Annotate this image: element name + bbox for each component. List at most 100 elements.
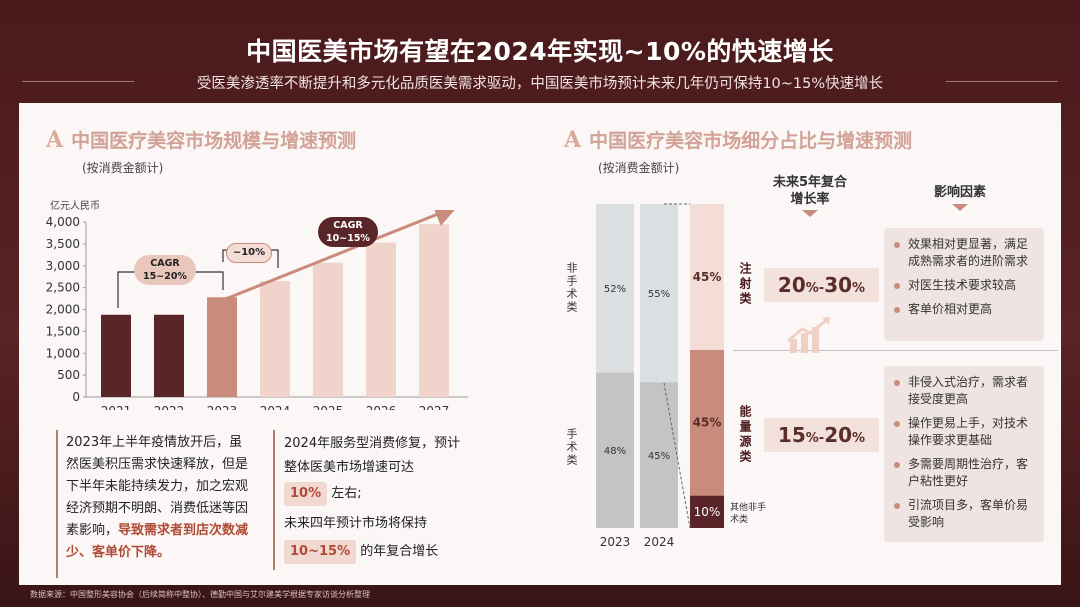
divider-left bbox=[22, 81, 134, 82]
cagr-10-15-badge: CAGR 10~15% bbox=[318, 217, 378, 247]
stacked-bars: 52% 48% 2023 55% 45% 2024 10% 45% 45% bbox=[596, 204, 724, 549]
page-title: 中国医美市场有望在2024年实现~10%的快速增长 bbox=[246, 37, 834, 66]
forecast-line2: 未来四年预计市场将保持 bbox=[284, 516, 428, 531]
bullet-icon bbox=[894, 242, 900, 248]
bar-nonsurgical-2024 bbox=[640, 204, 678, 383]
left-note: (按消费金额计) bbox=[82, 161, 164, 175]
data-source: 数据来源：中国整形美容协会（后续简称中整协）、德勤中国与艾尔建美学根据专家访谈分… bbox=[30, 590, 370, 599]
factor-text: 客单价相对更高 bbox=[908, 302, 993, 316]
forecast-after2: 的年复合增长 bbox=[360, 544, 439, 559]
y-tick-label: 2,500 bbox=[46, 281, 80, 295]
label-surgical-2024: 45% bbox=[648, 451, 670, 462]
factor-text: 效果相对更显著，满足成熟需求者的进阶需求 bbox=[908, 237, 1029, 268]
growth-trend-arrow bbox=[222, 210, 459, 302]
x-tick-label: 2024 bbox=[260, 404, 291, 410]
x-tick-label: 2025 bbox=[313, 404, 344, 410]
bar-surgical-2023 bbox=[596, 372, 634, 528]
page-subtitle: 受医美渗透率不断提升和多元化品质医美需求驱动，中国医美市场预计未来几年仍可保持1… bbox=[196, 76, 884, 92]
rate-injection-sep: %- bbox=[805, 281, 825, 296]
right-section-title: 中国医疗美容市场细分占比与增速预测 bbox=[589, 130, 913, 152]
growth-10-badge: ~10% bbox=[226, 243, 272, 263]
factors-injection-box: 效果相对更显著，满足成熟需求者的进阶需求 对医生技术要求较高 客单价相对更高 bbox=[884, 228, 1044, 341]
rate-injection: 20%-30% bbox=[764, 268, 879, 302]
factor-text: 多需要周期性治疗，客户粘性更好 bbox=[908, 457, 1029, 488]
x-axis-labels: 2021 2022 2023 2024 2025 2026 2027 bbox=[101, 404, 450, 410]
x-tick-label: 2027 bbox=[419, 404, 450, 410]
cagr1-title: CAGR bbox=[150, 258, 180, 269]
rate-injection-unit: % bbox=[852, 281, 866, 296]
col-factors-header: 影响因素 bbox=[933, 185, 986, 200]
segment-energy-label: 能量源类 bbox=[738, 405, 752, 465]
divider-right bbox=[946, 81, 1058, 82]
y-axis: 0 500 1,000 1,500 2,000 2,500 3,000 3,500 4,000 bbox=[46, 215, 468, 404]
bar-nonsurgical-2023 bbox=[596, 204, 634, 373]
y-tick-label: 2,000 bbox=[46, 303, 80, 317]
segment-injection-label: 注射类 bbox=[738, 262, 752, 307]
section-a-icon-2: A bbox=[564, 126, 582, 153]
x-tick-label: 2022 bbox=[154, 404, 185, 410]
bullet-icon bbox=[894, 462, 900, 468]
factor-text: 非侵入式治疗，需求者接受度更高 bbox=[908, 375, 1029, 406]
y-tick-label: 1,000 bbox=[46, 346, 80, 360]
y-tick-label: 500 bbox=[57, 368, 80, 382]
segment-stacked-chart: 52% 48% 2023 55% 45% 2024 10% 45% 45% bbox=[596, 203, 724, 549]
x-tick-label: 2024 bbox=[644, 535, 675, 549]
col-factors-arrow bbox=[952, 204, 968, 211]
rate-energy-low: 15 bbox=[777, 423, 806, 447]
forecast-line1: 2024年服务型消费修复，预计整体医美市场增速可达 bbox=[284, 436, 461, 475]
label-surgical-2023: 48% bbox=[604, 446, 626, 457]
breakdown-其他非手术类 bbox=[690, 495, 724, 528]
factor-item: 操作更易上手，对技术操作要求更基础 bbox=[894, 415, 1034, 449]
section-a-icon: A bbox=[46, 126, 64, 153]
segment-divider bbox=[733, 350, 1058, 351]
factor-item: 多需要周期性治疗，客户粘性更好 bbox=[894, 456, 1034, 490]
breakdown-label: 45% bbox=[693, 270, 722, 284]
bar-2027 bbox=[419, 224, 449, 397]
label-nonsurgical-2023: 52% bbox=[604, 284, 626, 295]
text-block-forecast: 2024年服务型消费修复，预计整体医美市场增速可达 10% 左右; 未来四年预计… bbox=[284, 432, 470, 564]
factor-text: 对医生技术要求较高 bbox=[908, 278, 1017, 292]
bullet-icon bbox=[894, 283, 900, 289]
factor-item: 效果相对更显著，满足成熟需求者的进阶需求 bbox=[894, 236, 1034, 270]
factor-item: 非侵入式治疗，需求者接受度更高 bbox=[894, 374, 1034, 408]
breakdown-guide-bottom bbox=[663, 382, 691, 529]
bar-2025 bbox=[313, 262, 343, 397]
rate-energy-unit: % bbox=[852, 431, 866, 446]
bar-2022 bbox=[154, 314, 184, 397]
bar-2021 bbox=[101, 314, 131, 397]
col-rate-arrow bbox=[802, 210, 818, 217]
x-tick-label: 2021 bbox=[101, 404, 132, 410]
bar-2023 bbox=[207, 297, 237, 397]
cagr2-value: 10~15% bbox=[326, 233, 370, 244]
y-tick-label: 4,000 bbox=[46, 215, 80, 229]
bullet-icon bbox=[894, 380, 900, 386]
rate-energy: 15%-20% bbox=[764, 418, 879, 452]
col-rate-header: 未来5年复合增长率 bbox=[772, 175, 848, 207]
bullet-icon bbox=[894, 421, 900, 427]
forecast-after1: 左右; bbox=[331, 486, 362, 501]
cagr1-value: 15~20% bbox=[143, 271, 187, 282]
rate-energy-sep: %- bbox=[805, 431, 825, 446]
y-tick-label: 3,500 bbox=[46, 237, 80, 251]
right-section-header: A 中国医疗美容市场细分占比与增速预测 bbox=[564, 126, 912, 153]
bullet-icon bbox=[894, 503, 900, 509]
bar-2024 bbox=[260, 281, 290, 397]
forecast-10-15-pill: 10~15% bbox=[284, 540, 357, 564]
left-section-header: A 中国医疗美容市场规模与增速预测 bbox=[46, 126, 356, 153]
text-2023-body: 2023年上半年疫情放开后，虽然医美积压需求快速释放，但是下半年未能持续发力，加… bbox=[66, 435, 249, 538]
text-accent-bar-1 bbox=[56, 430, 58, 578]
breakdown-label: 45% bbox=[693, 416, 722, 430]
factor-item: 对医生技术要求较高 bbox=[894, 277, 1034, 294]
right-note: (按消费金额计) bbox=[598, 161, 680, 175]
factor-item: 客单价相对更高 bbox=[894, 301, 1034, 318]
breakdown-label: 10% bbox=[694, 505, 721, 519]
text-2023-highlight: 导致需求者到店次数减少、客单价下降。 bbox=[66, 523, 249, 560]
factor-text: 引流项目多，客单价易受影响 bbox=[908, 498, 1029, 529]
label-nonsurgical-2024: 55% bbox=[648, 289, 670, 300]
rate-energy-high: 20 bbox=[824, 423, 853, 447]
category-nonsurgical: 非手术类 bbox=[565, 262, 578, 314]
y-tick-label: 0 bbox=[72, 390, 80, 404]
rate-injection-low: 20 bbox=[777, 273, 806, 297]
segment-other-label: 其他非手术类 bbox=[730, 503, 767, 525]
category-surgical: 手术类 bbox=[565, 428, 578, 467]
